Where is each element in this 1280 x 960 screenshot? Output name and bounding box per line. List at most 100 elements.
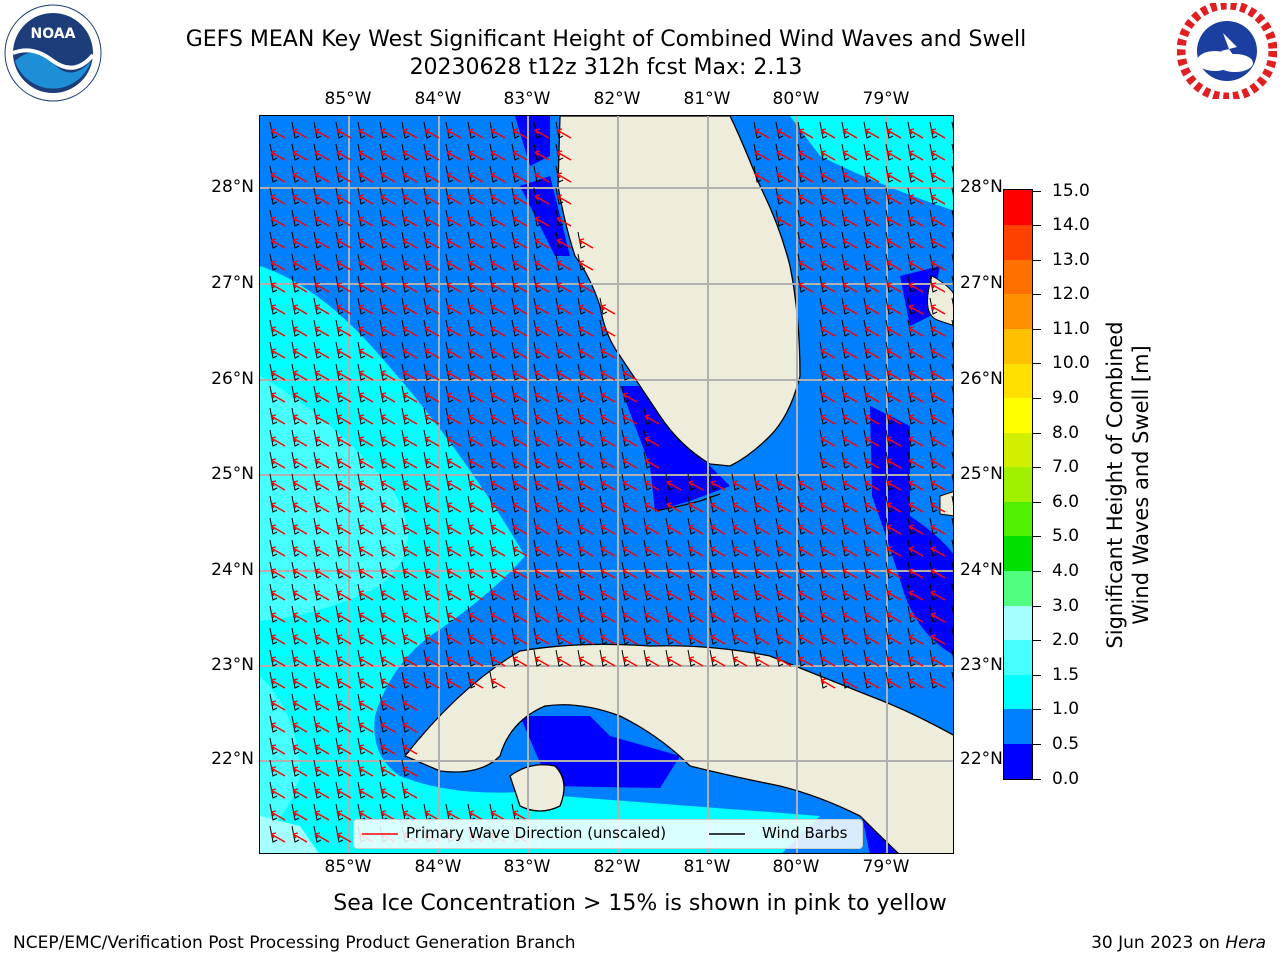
wind-barb (489, 495, 498, 513)
wave-arrow (424, 480, 440, 491)
wind-barb (863, 605, 872, 623)
wave-arrow (270, 260, 286, 271)
wind-barb (555, 649, 564, 667)
wind-barb (445, 165, 454, 183)
wind-barb (841, 121, 850, 139)
wave-arrow (358, 700, 374, 711)
wave-arrow (556, 502, 572, 513)
wave-arrow (512, 216, 528, 227)
wave-arrow (842, 260, 858, 271)
wind-barb (423, 561, 432, 579)
wind-barb (291, 385, 300, 403)
wind-barb (269, 539, 278, 557)
wave-arrow (578, 370, 594, 381)
wind-barb (731, 627, 740, 645)
wave-arrow (380, 480, 396, 491)
wind-barb (423, 209, 432, 227)
wave-arrow (820, 128, 836, 139)
wave-arrow (952, 569, 953, 572)
wave-arrow (600, 656, 616, 667)
wave-arrow (864, 458, 880, 469)
wave-arrow (380, 436, 396, 447)
wave-arrow (820, 480, 836, 491)
wave-arrow (402, 436, 418, 447)
wave-arrow (952, 305, 953, 308)
wind-barb (533, 451, 542, 469)
wave-arrow (864, 502, 880, 513)
wind-barb (885, 143, 894, 161)
wind-barb (335, 407, 344, 425)
wave-arrow (754, 128, 770, 139)
lat-tick-left: 22°N (211, 749, 254, 769)
lat-tick-left: 26°N (211, 369, 254, 389)
wave-arrow (556, 326, 572, 337)
wind-barb (577, 539, 586, 557)
wind-barb (929, 649, 938, 667)
wave-arrow (314, 128, 330, 139)
wind-barb (335, 495, 344, 513)
date-text: 30 Jun 2023 on (1091, 933, 1226, 953)
wave-arrow (776, 128, 792, 139)
wind-barb (313, 341, 322, 359)
wind-barb (599, 429, 608, 447)
wave-arrow (292, 634, 308, 645)
wind-barb (357, 341, 366, 359)
wind-barb (555, 473, 564, 491)
colorbar-tick-mark (1033, 190, 1041, 192)
wave-arrow (600, 436, 616, 447)
wave-arrow (402, 678, 418, 689)
wind-barb (291, 627, 300, 645)
wave-arrow (336, 392, 352, 403)
wind-barb (467, 231, 476, 249)
wave-arrow (864, 150, 880, 161)
wave-arrow (952, 503, 953, 506)
wave-arrow (270, 546, 286, 557)
wind-barb (643, 583, 652, 601)
wave-arrow (424, 282, 440, 293)
wind-barb (797, 627, 806, 645)
wave-arrow (952, 327, 953, 330)
wave-arrow (446, 678, 462, 689)
wind-barb (885, 297, 894, 315)
wave-arrow (402, 260, 418, 271)
wind-barb (269, 561, 278, 579)
wind-barb (511, 517, 520, 535)
wave-arrow (908, 590, 924, 601)
wave-arrow (842, 612, 858, 623)
wave-arrow (622, 502, 638, 513)
wave-arrow (336, 414, 352, 425)
wind-barb (269, 715, 278, 733)
wave-arrow (556, 612, 572, 623)
wind-barb (313, 275, 322, 293)
wind-barb (555, 495, 564, 513)
wind-barb (555, 297, 564, 315)
wave-arrow (710, 524, 726, 535)
wave-arrow (864, 568, 880, 579)
wave-arrow (622, 480, 638, 491)
wave-arrow (424, 326, 440, 337)
wind-barb (687, 561, 696, 579)
wave-arrow (908, 282, 924, 293)
wave-arrow (314, 546, 330, 557)
wave-arrow (732, 656, 748, 667)
wave-arrow (292, 612, 308, 623)
wind-barb (577, 363, 586, 381)
wave-arrow (468, 370, 484, 381)
wind-barb (819, 121, 828, 139)
wave-arrow (402, 480, 418, 491)
wave-arrow (292, 392, 308, 403)
wave-arrow (578, 458, 594, 469)
wind-barb (269, 143, 278, 161)
wind-barb (885, 231, 894, 249)
wave-arrow (270, 612, 286, 623)
wave-arrow (776, 656, 792, 667)
wave-arrow (666, 612, 682, 623)
wave-arrow (622, 392, 638, 403)
wind-barb (929, 319, 938, 337)
wave-arrow (534, 480, 550, 491)
wind-barb (335, 121, 344, 139)
wind-barb (907, 341, 916, 359)
wave-arrow (424, 590, 440, 601)
wave-arrow (446, 480, 462, 491)
wind-barb (929, 451, 938, 469)
